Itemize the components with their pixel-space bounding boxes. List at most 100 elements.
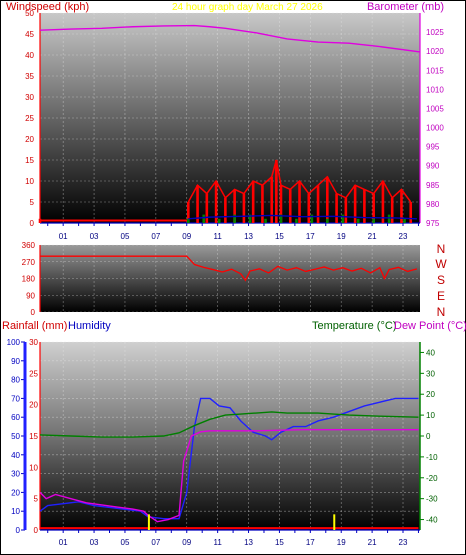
- windspeed-tick-label: 25: [25, 114, 34, 123]
- wind-gust-bar: [251, 181, 255, 223]
- compass-label: N: [437, 242, 446, 256]
- compass-label: N: [437, 305, 446, 319]
- windspeed-tick-label: 35: [25, 72, 34, 81]
- dew-point-line: [39, 429, 419, 523]
- wind-speed-bar: [233, 214, 236, 223]
- rain-tick-label: 25: [29, 369, 38, 378]
- windspeed-tick-label: 45: [25, 30, 34, 39]
- compass-label: W: [435, 257, 447, 271]
- barometer-tick-label: 1000: [426, 124, 444, 133]
- direction-tick-label: 180: [22, 275, 36, 284]
- rain-rate-bar: [333, 514, 336, 530]
- wind-x-tick-label: 01: [59, 232, 68, 241]
- windspeed-tick-label: 30: [25, 93, 34, 102]
- windspeed-tick-label: 40: [25, 51, 34, 60]
- humidity-tick-label: 30: [11, 470, 20, 479]
- barometer-axis-label: Barometer (mb): [367, 1, 444, 13]
- barometer-tick-label: 980: [426, 200, 440, 209]
- wind-gust-bar: [298, 181, 301, 223]
- wind-gust-bar: [326, 176, 329, 223]
- temp-x-tick-label: 09: [182, 538, 191, 547]
- temperature-tick-label: 10: [426, 411, 435, 420]
- wind-speed-bar: [310, 214, 314, 223]
- windspeed-tick-label: 15: [25, 156, 34, 165]
- wind-gust-bar: [275, 160, 278, 223]
- wind-x-tick-label: 09: [182, 232, 191, 241]
- windspeed-tick-label: 0: [30, 219, 35, 228]
- data-series: [38, 24, 421, 530]
- humidity-tick-label: 40: [11, 451, 20, 460]
- wind-gust-bar: [205, 193, 209, 223]
- wind-speed-bar: [264, 218, 267, 223]
- temp-x-tick-label: 21: [368, 538, 377, 547]
- humidity-tick-label: 10: [11, 507, 20, 516]
- wind-speed-bar: [403, 218, 406, 223]
- temperature-line: [39, 411, 419, 438]
- wind-gust-line: [187, 159, 412, 203]
- temperature-tick-label: 40: [426, 348, 435, 357]
- direction-tick-label: 0: [31, 308, 36, 317]
- humidity-tick-label: 70: [11, 394, 20, 403]
- compass-label: S: [437, 273, 445, 287]
- wind-x-tick-label: 11: [213, 232, 222, 241]
- direction-tick-label: 270: [22, 258, 36, 267]
- barometer-line: [39, 24, 421, 53]
- wind-gust-bar: [390, 197, 394, 223]
- windspeed-tick-label: 10: [25, 177, 34, 186]
- direction-tick-label: 360: [22, 241, 36, 250]
- wind-speed-bar: [295, 218, 298, 223]
- barometer-tick-label: 985: [426, 181, 440, 190]
- rain-tick-label: 30: [29, 338, 38, 347]
- barometer-tick-label: 1010: [426, 85, 444, 94]
- temp-x-tick-label: 17: [306, 538, 315, 547]
- rain-tick-label: 0: [34, 526, 39, 535]
- wind-x-tick-label: 19: [337, 232, 346, 241]
- average-wind-line: [188, 214, 417, 220]
- barometer-tick-label: 1025: [426, 28, 444, 37]
- windspeed-axis-label: Windspeed (kph): [6, 1, 89, 13]
- wind-x-tick-label: 07: [151, 232, 160, 241]
- wind-gust-bar: [196, 185, 199, 223]
- barometer-tick-label: 995: [426, 143, 440, 152]
- chart-title: 24 hour graph day March 27 2026: [172, 2, 323, 13]
- wind-speed-bar: [326, 218, 329, 223]
- temp-x-tick-label: 13: [244, 538, 253, 547]
- wind-gust-bar: [38, 218, 42, 223]
- wind-speed-bar: [341, 214, 345, 223]
- wind-x-tick-label: 03: [90, 232, 99, 241]
- wind-gust-bar: [186, 202, 190, 223]
- rain-tick-label: 15: [29, 432, 38, 441]
- humidity-tick-label: 100: [7, 338, 21, 347]
- temperature-tick-label: -30: [426, 495, 438, 504]
- windspeed-tick-label: 5: [30, 198, 35, 207]
- compass-label: E: [437, 289, 445, 303]
- wind-speed-bar: [356, 218, 360, 223]
- temp-x-tick-label: 03: [90, 538, 99, 547]
- windspeed-tick-label: 20: [25, 135, 34, 144]
- wind-speed-bar: [248, 214, 252, 223]
- wind-speed-bar: [186, 218, 190, 223]
- direction-tick-label: 90: [26, 291, 35, 300]
- humidity-axis-label: Humidity: [68, 320, 111, 332]
- grid-lines: [40, 12, 420, 531]
- rain-tick-label: 5: [34, 495, 39, 504]
- temperature-tick-label: 20: [426, 390, 435, 399]
- wind-x-tick-label: 05: [121, 232, 130, 241]
- rain-tick-label: 20: [29, 401, 38, 410]
- wind-gust-bar: [214, 181, 218, 223]
- rain-tick-label: 10: [29, 463, 38, 472]
- temp-x-tick-label: 11: [213, 538, 222, 547]
- wind-gust-bar: [363, 189, 366, 223]
- temp-x-tick-label: 05: [121, 538, 130, 547]
- temp-x-tick-label: 23: [399, 538, 408, 547]
- wind-gust-bar: [372, 193, 375, 223]
- humidity-tick-label: 50: [11, 432, 20, 441]
- wind-gust-bar: [409, 202, 413, 223]
- wind-gust-bar: [335, 193, 338, 223]
- wind-gust-bar: [242, 193, 246, 223]
- barometer-tick-label: 1015: [426, 66, 444, 75]
- wind-gust-bar: [224, 197, 227, 223]
- rain-rate-bar: [147, 514, 150, 530]
- wind-direction-line: [40, 255, 418, 282]
